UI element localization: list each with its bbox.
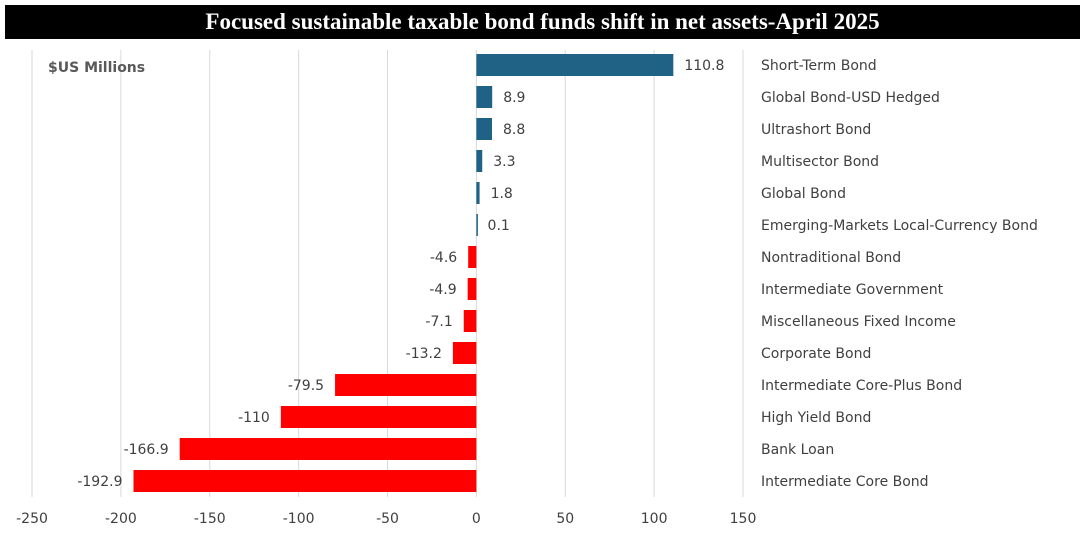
x-tick-label: 150 [730,511,757,527]
data-label: 110.8 [684,58,724,74]
category-labels: Short-Term Bond Global Bond-USD Hedged Ult… [761,58,1038,490]
bar [280,406,477,428]
bar [476,214,478,236]
category-label: Intermediate Core-Plus Bond [761,378,962,394]
unit-label: $US Millions [48,60,145,76]
x-tick-label: -250 [16,511,48,527]
category-label: Ultrashort Bond [761,122,871,138]
bar [476,118,493,140]
category-label: Short-Term Bond [761,58,877,74]
data-label: 8.9 [503,90,525,106]
bars [133,54,674,492]
category-label: Intermediate Core Bond [761,474,929,490]
category-label: Nontraditional Bond [761,250,901,266]
data-label: 1.8 [491,186,513,202]
bar [335,374,477,396]
bar [467,278,477,300]
gridlines [31,50,744,497]
x-tick-label: 0 [472,511,481,527]
data-label: -13.2 [406,346,442,362]
bar [476,182,480,204]
bar [476,150,483,172]
category-label: Global Bond [761,186,846,202]
data-label: -7.1 [425,314,452,330]
x-tick-label: -50 [376,511,399,527]
data-label: -79.5 [288,378,324,394]
bar [133,470,477,492]
x-axis-ticks: -250 -200 -150 -100 -50 0 50 100 150 [16,511,756,527]
bar [179,438,477,460]
data-label: -166.9 [124,442,169,458]
category-label: Bank Loan [761,442,834,458]
bar [463,310,477,332]
x-tick-label: 50 [556,511,574,527]
data-label: -192.9 [77,474,122,490]
data-label: -4.9 [429,282,456,298]
x-tick-label: 100 [641,511,668,527]
chart-title: Focused sustainable taxable bond funds s… [5,5,1080,39]
category-label: Multisector Bond [761,154,879,170]
data-label: 8.8 [503,122,525,138]
x-tick-label: -100 [283,511,315,527]
x-tick-label: -150 [194,511,226,527]
category-label: Miscellaneous Fixed Income [761,314,956,330]
bar [452,342,477,364]
bar [476,54,674,76]
data-labels: 110.8 8.9 8.8 3.3 1.8 0.1 -4.6 -4.9 -7.1 -13.2 -79… [77,58,724,490]
category-label: Corporate Bond [761,346,871,362]
category-label: High Yield Bond [761,410,871,426]
x-tick-label: -200 [105,511,137,527]
category-label: Emerging-Markets Local-Currency Bond [761,218,1038,234]
data-label: -110 [238,410,270,426]
data-label: 3.3 [493,154,515,170]
data-label: 0.1 [488,218,510,234]
category-label: Intermediate Government [761,282,944,298]
data-label: -4.6 [430,250,457,266]
category-label: Global Bond-USD Hedged [761,90,940,106]
bar [476,86,493,108]
bar [468,246,477,268]
